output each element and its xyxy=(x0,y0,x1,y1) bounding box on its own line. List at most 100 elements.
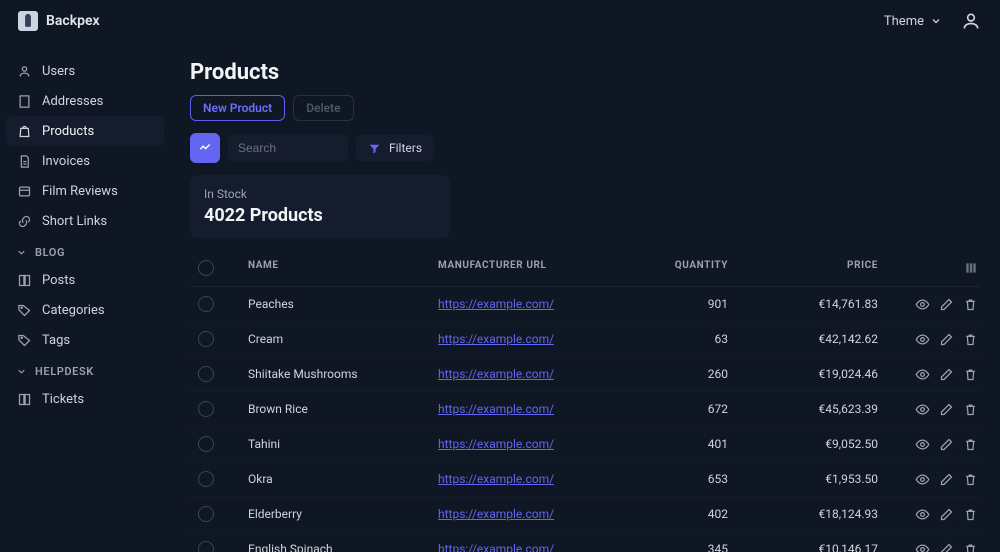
sidebar-item-label: Short Links xyxy=(42,214,107,229)
view-icon[interactable] xyxy=(914,331,930,347)
filters-label: Filters xyxy=(389,141,422,155)
table-header: NAME MANUFACTURER URL QUANTITY PRICE xyxy=(190,250,980,287)
tag-icon xyxy=(16,332,32,348)
col-price[interactable]: PRICE xyxy=(728,260,878,276)
delete-icon[interactable] xyxy=(962,506,978,522)
delete-icon[interactable] xyxy=(962,436,978,452)
sidebar-item-invoices[interactable]: Invoices xyxy=(6,146,164,176)
manufacturer-link[interactable]: https://example.com/ xyxy=(438,332,554,346)
cell-name: Okra xyxy=(248,472,438,486)
table-row[interactable]: English Spinachhttps://example.com/345€1… xyxy=(190,532,980,552)
cell-qty: 401 xyxy=(608,437,728,451)
new-product-button[interactable]: New Product xyxy=(190,95,285,121)
cell-url: https://example.com/ xyxy=(438,367,608,381)
sidebar-item-label: Invoices xyxy=(42,154,90,169)
row-checkbox[interactable] xyxy=(198,331,214,347)
cell-qty: 402 xyxy=(608,507,728,521)
user-menu[interactable] xyxy=(960,10,982,32)
delete-icon[interactable] xyxy=(962,296,978,312)
manufacturer-link[interactable]: https://example.com/ xyxy=(438,472,554,486)
sidebar-section-label: BLOG xyxy=(35,246,65,259)
view-icon[interactable] xyxy=(914,296,930,312)
edit-icon[interactable] xyxy=(938,366,954,382)
table-row[interactable]: Shiitake Mushroomshttps://example.com/26… xyxy=(190,357,980,392)
chevron-down-icon xyxy=(930,15,942,27)
manufacturer-link[interactable]: https://example.com/ xyxy=(438,437,554,451)
sidebar-item-posts[interactable]: Posts xyxy=(6,265,164,295)
view-icon[interactable] xyxy=(914,401,930,417)
delete-icon[interactable] xyxy=(962,366,978,382)
edit-icon[interactable] xyxy=(938,471,954,487)
sidebar-section-blog[interactable]: BLOG xyxy=(6,236,164,265)
topbar: Backpex Theme xyxy=(0,0,1000,42)
view-icon[interactable] xyxy=(914,541,930,552)
table-row[interactable]: Peacheshttps://example.com/901€14,761.83 xyxy=(190,287,980,322)
row-checkbox[interactable] xyxy=(198,296,214,312)
delete-button[interactable]: Delete xyxy=(293,95,353,121)
edit-icon[interactable] xyxy=(938,541,954,552)
link-icon xyxy=(16,213,32,229)
edit-icon[interactable] xyxy=(938,506,954,522)
manufacturer-link[interactable]: https://example.com/ xyxy=(438,402,554,416)
edit-icon[interactable] xyxy=(938,401,954,417)
table-row[interactable]: Brown Ricehttps://example.com/672€45,623… xyxy=(190,392,980,427)
col-name[interactable]: NAME xyxy=(248,260,438,276)
user-icon xyxy=(16,63,32,79)
brand[interactable]: Backpex xyxy=(18,11,100,31)
row-checkbox[interactable] xyxy=(198,436,214,452)
table-row[interactable]: Tahinihttps://example.com/401€9,052.50 xyxy=(190,427,980,462)
cell-name: Peaches xyxy=(248,297,438,311)
bag-icon xyxy=(16,123,32,139)
select-all-checkbox[interactable] xyxy=(198,260,214,276)
chevron-down-icon xyxy=(16,366,27,377)
cell-qty: 672 xyxy=(608,402,728,416)
theme-selector[interactable]: Theme xyxy=(884,14,942,29)
row-checkbox[interactable] xyxy=(198,471,214,487)
row-checkbox[interactable] xyxy=(198,401,214,417)
row-checkbox[interactable] xyxy=(198,506,214,522)
sidebar-item-label: Categories xyxy=(42,303,105,318)
edit-icon[interactable] xyxy=(938,436,954,452)
search-input[interactable] xyxy=(228,134,348,162)
sidebar-item-categories[interactable]: Categories xyxy=(6,295,164,325)
sidebar-item-addresses[interactable]: Addresses xyxy=(6,86,164,116)
view-icon[interactable] xyxy=(914,506,930,522)
sidebar-item-users[interactable]: Users xyxy=(6,56,164,86)
manufacturer-link[interactable]: https://example.com/ xyxy=(438,297,554,311)
columns-toggle[interactable] xyxy=(878,260,978,276)
page-title: Products xyxy=(190,60,980,85)
edit-icon[interactable] xyxy=(938,331,954,347)
delete-icon[interactable] xyxy=(962,471,978,487)
building-icon xyxy=(16,93,32,109)
row-checkbox[interactable] xyxy=(198,366,214,382)
view-icon[interactable] xyxy=(914,471,930,487)
stat-card: In Stock 4022 Products xyxy=(190,175,450,238)
edit-icon[interactable] xyxy=(938,296,954,312)
delete-icon[interactable] xyxy=(962,331,978,347)
row-checkbox[interactable] xyxy=(198,541,214,552)
table-row[interactable]: Okrahttps://example.com/653€1,953.50 xyxy=(190,462,980,497)
cell-name: Cream xyxy=(248,332,438,346)
stat-label: In Stock xyxy=(204,187,436,201)
table-row[interactable]: Creamhttps://example.com/63€42,142.62 xyxy=(190,322,980,357)
manufacturer-link[interactable]: https://example.com/ xyxy=(438,507,554,521)
table-row[interactable]: Elderberryhttps://example.com/402€18,124… xyxy=(190,497,980,532)
view-icon[interactable] xyxy=(914,436,930,452)
metrics-toggle[interactable] xyxy=(190,133,220,163)
sidebar-item-film-reviews[interactable]: Film Reviews xyxy=(6,176,164,206)
sidebar-item-products[interactable]: Products xyxy=(6,116,164,146)
delete-icon[interactable] xyxy=(962,401,978,417)
delete-icon[interactable] xyxy=(962,541,978,552)
sidebar-section-helpdesk[interactable]: HELPDESK xyxy=(6,355,164,384)
sidebar-item-tickets[interactable]: Tickets xyxy=(6,384,164,414)
view-icon[interactable] xyxy=(914,366,930,382)
manufacturer-link[interactable]: https://example.com/ xyxy=(438,367,554,381)
filters-button[interactable]: Filters xyxy=(356,135,434,161)
sidebar-item-short-links[interactable]: Short Links xyxy=(6,206,164,236)
cell-url: https://example.com/ xyxy=(438,332,608,346)
col-url[interactable]: MANUFACTURER URL xyxy=(438,260,608,276)
manufacturer-link[interactable]: https://example.com/ xyxy=(438,542,554,552)
sidebar-item-tags[interactable]: Tags xyxy=(6,325,164,355)
sidebar-item-label: Users xyxy=(42,64,75,79)
col-qty[interactable]: QUANTITY xyxy=(608,260,728,276)
